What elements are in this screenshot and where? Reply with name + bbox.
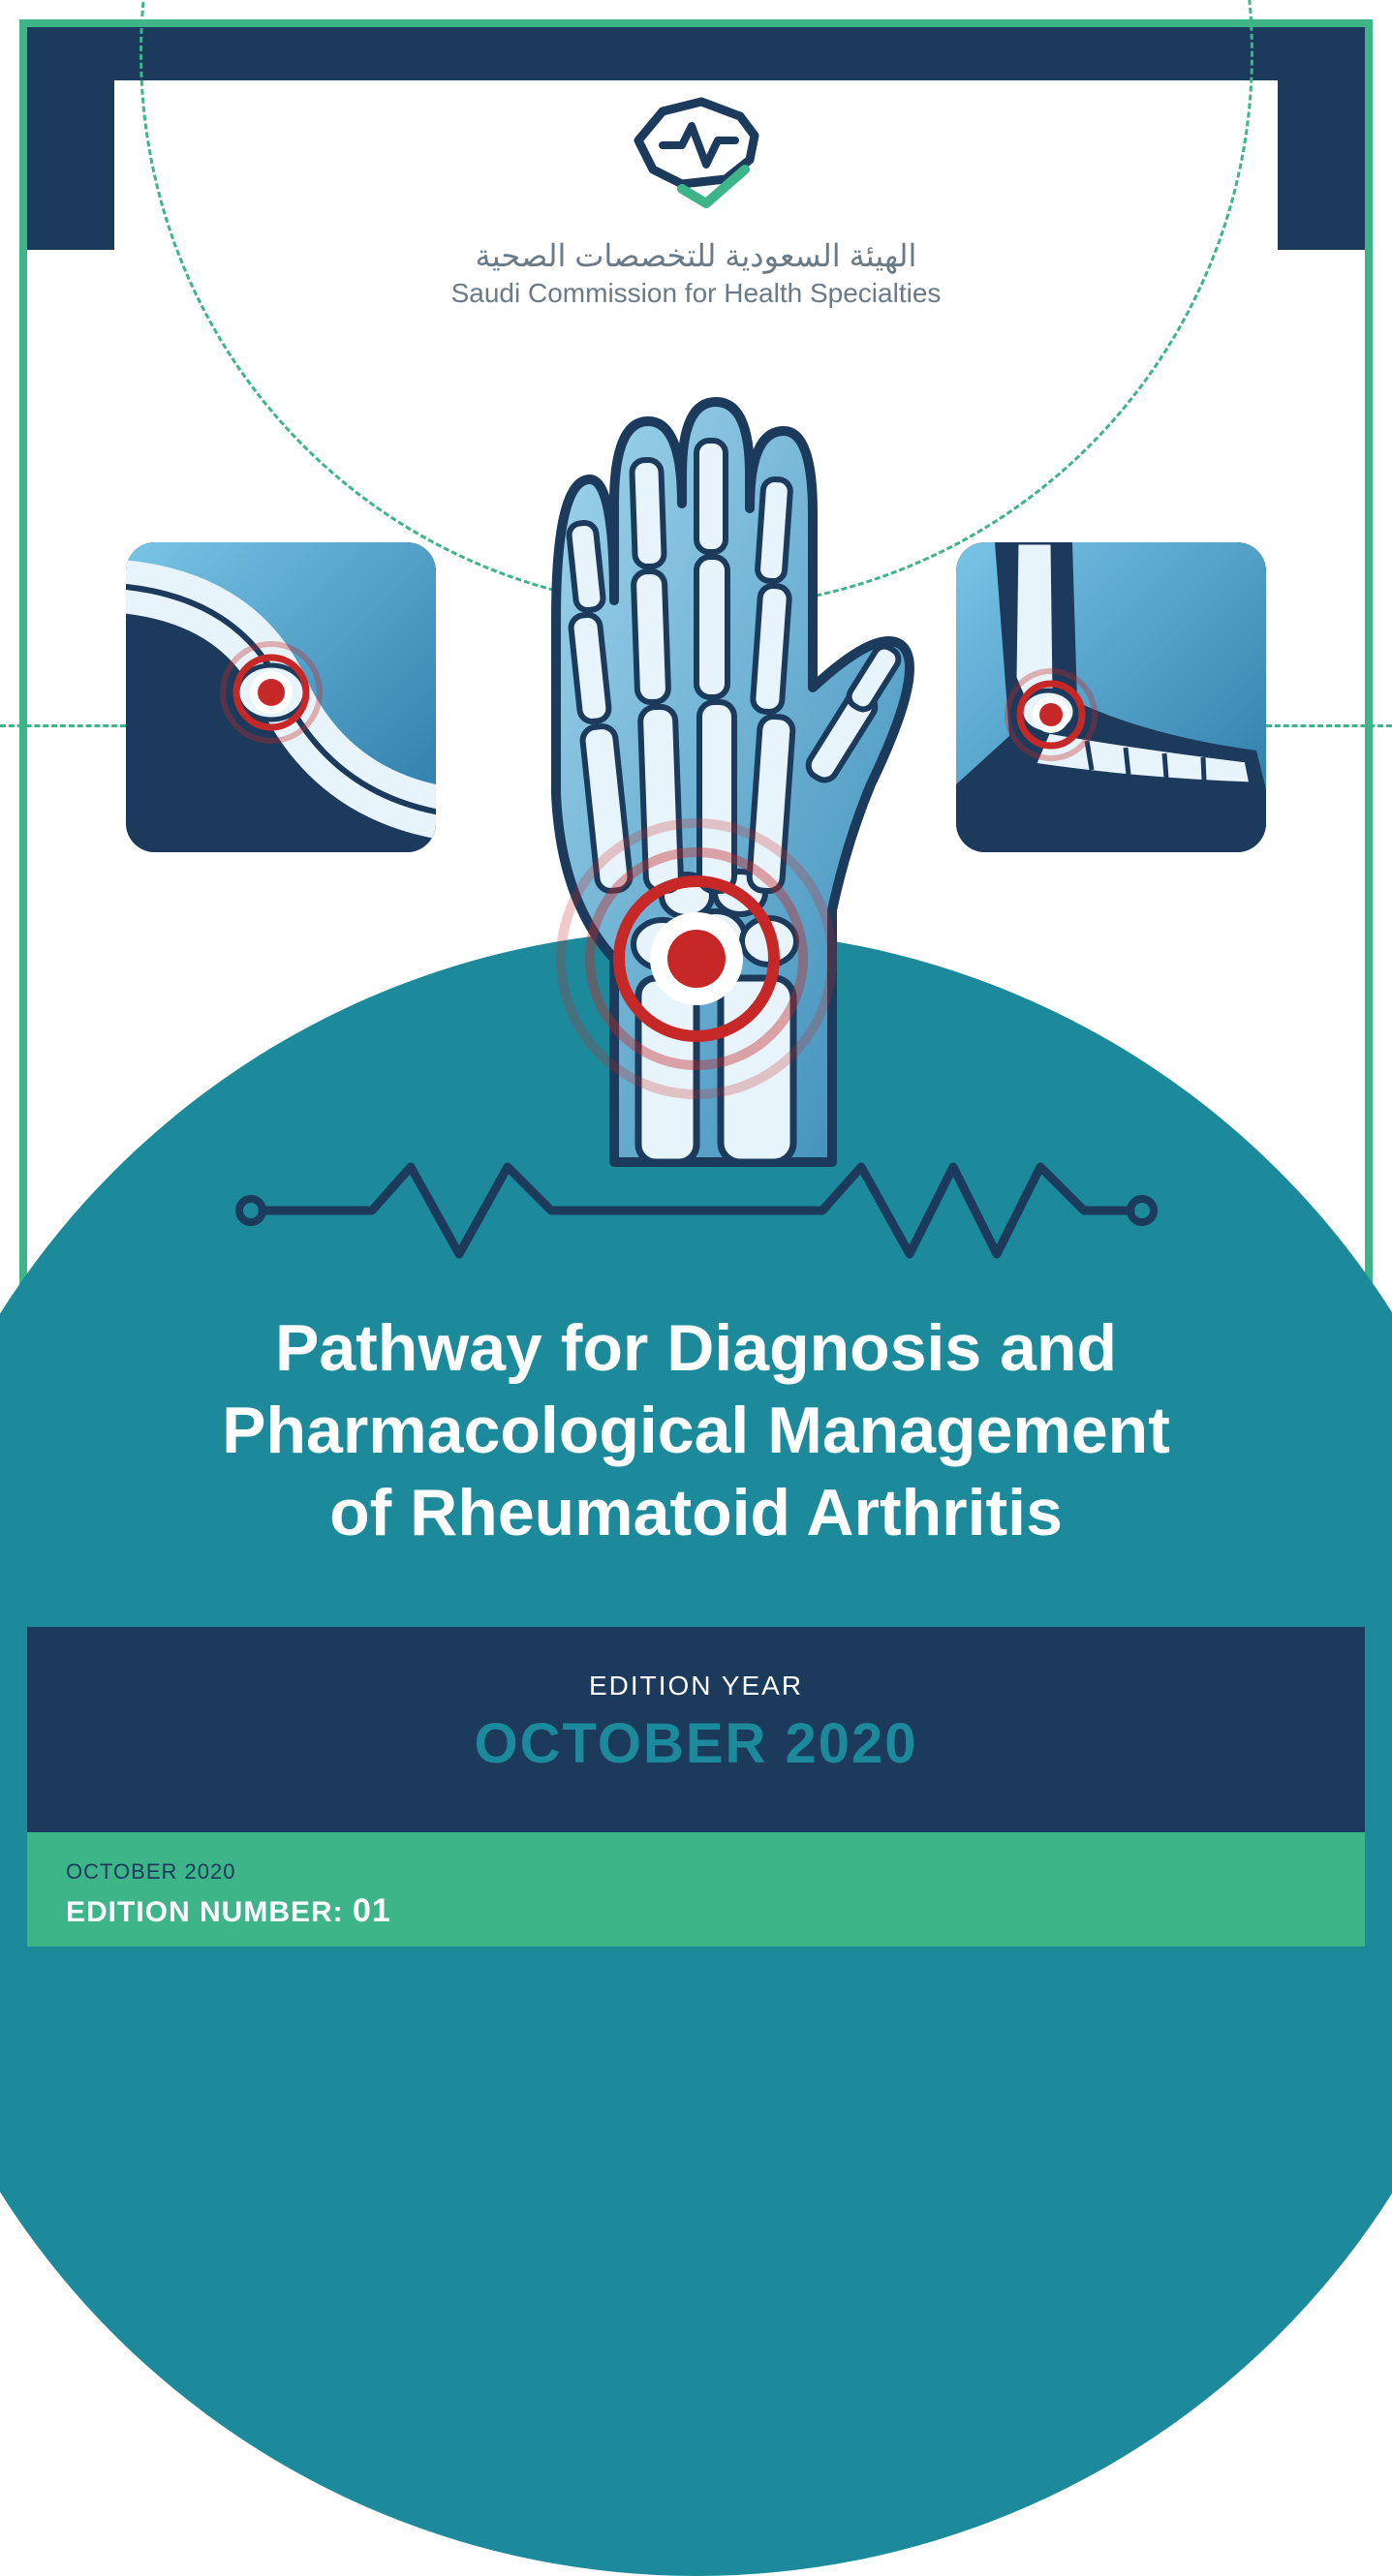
logo-block: الهيئة السعودية للتخصصات الصحية Saudi Co… bbox=[357, 87, 1036, 309]
top-left-block bbox=[27, 27, 114, 250]
footer-band: OCTOBER 2020 EDITION NUMBER: 01 bbox=[27, 1832, 1365, 1947]
edition-year-label: EDITION YEAR bbox=[27, 1671, 1365, 1702]
pain-target-icon bbox=[551, 813, 842, 1104]
logo-english-text: Saudi Commission for Health Specialties bbox=[357, 278, 1036, 309]
pain-target-icon bbox=[1003, 666, 1099, 763]
pain-target-icon bbox=[218, 639, 325, 746]
logo-icon bbox=[609, 87, 784, 213]
footer-edition-number: 01 bbox=[353, 1892, 391, 1929]
title-line-2: Pharmacological Management bbox=[58, 1390, 1334, 1472]
logo-arabic-text: الهيئة السعودية للتخصصات الصحية bbox=[357, 237, 1036, 274]
elbow-tile bbox=[126, 542, 436, 852]
hand-illustration bbox=[445, 397, 948, 1191]
footer-date: OCTOBER 2020 bbox=[66, 1859, 1326, 1885]
title-block: Pathway for Diagnosis and Pharmacologica… bbox=[58, 1307, 1334, 1554]
ankle-tile bbox=[956, 542, 1266, 852]
title-line-3: of Rheumatoid Arthritis bbox=[58, 1472, 1334, 1554]
edition-year-band: EDITION YEAR OCTOBER 2020 bbox=[27, 1627, 1365, 1840]
title-line-1: Pathway for Diagnosis and bbox=[58, 1307, 1334, 1390]
edition-year-value: OCTOBER 2020 bbox=[27, 1711, 1365, 1776]
top-right-block bbox=[1278, 27, 1365, 250]
footer-edition: EDITION NUMBER: 01 bbox=[66, 1892, 1326, 1930]
footer-edition-label: EDITION NUMBER: bbox=[66, 1896, 344, 1928]
